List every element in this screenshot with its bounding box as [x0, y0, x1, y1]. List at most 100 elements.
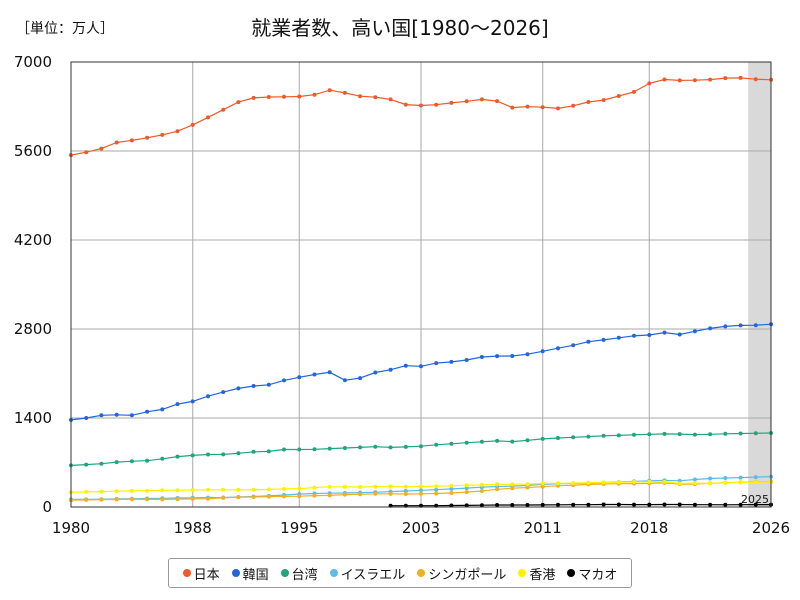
data-point [495, 503, 500, 507]
data-point [586, 502, 591, 507]
legend-item: 香港 [518, 564, 555, 583]
data-point [175, 488, 180, 493]
data-point [327, 484, 332, 489]
data-point [129, 413, 134, 418]
data-point [175, 454, 180, 459]
data-point [434, 361, 439, 366]
data-point [571, 103, 576, 108]
data-point [662, 431, 667, 436]
data-point [586, 434, 591, 439]
data-point [616, 480, 621, 485]
data-point [312, 92, 317, 97]
data-point [251, 384, 256, 388]
data-point [753, 323, 758, 328]
data-point [723, 476, 728, 480]
data-point [708, 432, 713, 437]
data-point [540, 484, 545, 489]
data-point [190, 488, 195, 492]
data-point [206, 487, 210, 492]
data-point [632, 502, 636, 507]
data-point [540, 105, 545, 110]
data-point [175, 497, 180, 502]
data-point [129, 497, 134, 502]
data-point [282, 378, 286, 383]
data-point [327, 446, 332, 451]
data-point [540, 502, 545, 507]
data-point [358, 492, 363, 497]
data-point [692, 78, 697, 83]
legend-item: 台湾 [280, 564, 318, 583]
data-point [206, 115, 210, 120]
data-point [723, 76, 728, 81]
data-point [738, 475, 743, 480]
data-point [464, 486, 469, 491]
data-point [723, 431, 728, 436]
data-point [114, 140, 119, 145]
data-point [145, 409, 150, 414]
data-point [297, 94, 302, 99]
data-point [403, 492, 408, 496]
data-point [510, 503, 515, 507]
data-point [632, 89, 636, 94]
data-point [571, 481, 576, 486]
data-point [190, 122, 195, 127]
data-point [160, 488, 165, 493]
series-2 [69, 431, 773, 468]
legend-item: イスラエル [329, 564, 405, 583]
legend-marker [417, 569, 426, 577]
data-point [738, 323, 743, 328]
data-point [327, 493, 332, 498]
data-point [632, 333, 636, 338]
legend-marker [567, 569, 576, 577]
data-point [160, 456, 165, 461]
data-point [525, 503, 530, 507]
data-point [373, 370, 378, 375]
data-point [388, 445, 393, 450]
data-point [388, 491, 393, 496]
data-point [373, 484, 378, 489]
chart-title: 就業者数、高い国[1980～2026] [251, 16, 549, 40]
data-point [388, 367, 393, 372]
data-point [616, 502, 621, 507]
data-point [464, 503, 469, 508]
data-point [662, 502, 667, 507]
data-point [373, 491, 378, 496]
data-point [479, 482, 484, 487]
data-point [479, 355, 484, 359]
data-point [403, 489, 408, 493]
data-point [419, 484, 423, 489]
data-point [342, 90, 347, 95]
legend-label: 日本 [193, 567, 220, 583]
data-point [206, 496, 210, 501]
data-point [99, 146, 104, 151]
data-point [662, 479, 667, 484]
data-point [434, 487, 439, 492]
data-point [99, 461, 104, 466]
data-point [388, 97, 393, 102]
data-point [145, 135, 150, 140]
data-point [677, 502, 682, 507]
data-point [464, 490, 469, 495]
forecast-band [748, 62, 771, 507]
legend-marker [518, 569, 527, 577]
legend-marker [280, 569, 289, 577]
data-point [145, 458, 150, 463]
data-point [84, 150, 89, 155]
legend-item: 韓国 [231, 564, 269, 583]
x-tick-label: 1995 [280, 519, 318, 537]
data-point [266, 95, 271, 99]
data-point [616, 433, 621, 438]
data-point [738, 502, 743, 507]
data-point [99, 489, 104, 494]
data-point [692, 432, 697, 437]
data-point [479, 489, 484, 493]
data-point [190, 399, 195, 404]
data-point [510, 354, 515, 358]
data-point [358, 485, 363, 489]
data-point [403, 102, 408, 107]
data-point [114, 412, 119, 417]
data-point [677, 332, 682, 337]
data-point [525, 438, 530, 443]
data-point [556, 502, 560, 507]
data-point [753, 502, 758, 507]
